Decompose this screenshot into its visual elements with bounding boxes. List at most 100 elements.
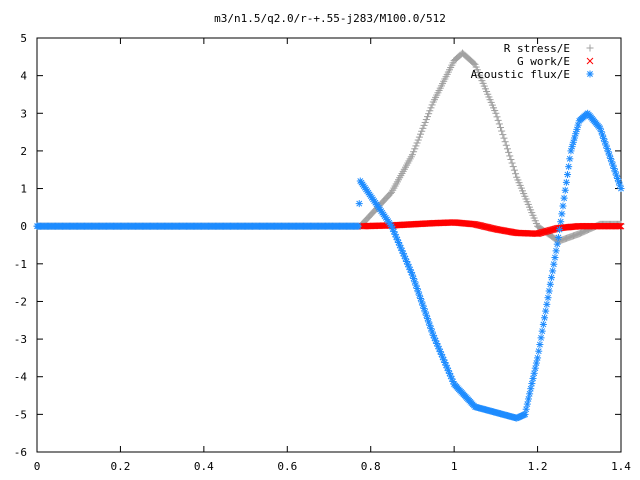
legend-label: G work/E xyxy=(517,55,570,68)
data-point xyxy=(428,101,436,109)
data-point xyxy=(543,300,551,308)
data-point xyxy=(510,166,518,174)
data-point xyxy=(355,200,363,208)
data-point xyxy=(413,139,421,147)
data-point xyxy=(617,222,625,230)
data-point xyxy=(616,222,624,230)
data-point xyxy=(426,107,434,115)
data-point xyxy=(502,141,510,149)
x-tick-label: 1.2 xyxy=(528,460,548,473)
data-point xyxy=(521,410,529,418)
data-point xyxy=(509,163,517,171)
data-point xyxy=(492,109,500,117)
data-point xyxy=(572,130,580,138)
data-point xyxy=(617,185,625,193)
data-point xyxy=(421,118,429,126)
data-point xyxy=(507,155,515,163)
data-point xyxy=(597,128,605,136)
data-point xyxy=(496,123,504,131)
data-point xyxy=(557,218,565,226)
data-point xyxy=(565,163,573,171)
x-tick-label: 1 xyxy=(451,460,458,473)
data-point xyxy=(562,178,570,186)
data-point xyxy=(616,181,624,189)
data-point xyxy=(568,143,576,151)
data-point xyxy=(546,280,554,288)
data-point xyxy=(423,113,431,121)
y-tick-label: -4 xyxy=(14,371,28,384)
data-point xyxy=(544,294,552,302)
data-point xyxy=(414,136,422,144)
y-tick-label: 3 xyxy=(20,107,27,120)
data-point xyxy=(527,385,535,393)
data-point xyxy=(420,305,428,313)
data-point xyxy=(425,110,433,118)
data-point xyxy=(500,134,508,142)
series-2 xyxy=(33,109,625,422)
data-point xyxy=(560,194,568,202)
data-point xyxy=(550,260,558,268)
legend-label: R stress/E xyxy=(504,42,570,55)
data-point xyxy=(534,354,542,362)
data-point xyxy=(418,127,426,135)
data-point xyxy=(608,158,616,166)
data-point xyxy=(437,350,445,358)
data-point xyxy=(561,186,569,194)
data-point xyxy=(522,405,530,413)
data-point xyxy=(420,121,428,129)
data-point xyxy=(610,164,618,172)
data-point xyxy=(559,202,567,210)
data-point xyxy=(530,369,538,377)
data-point xyxy=(427,325,435,333)
data-point xyxy=(532,359,540,367)
data-point xyxy=(499,131,507,139)
data-point xyxy=(506,152,514,160)
data-point xyxy=(536,341,544,349)
x-tick-label: 1.4 xyxy=(611,460,631,473)
x-tick-label: 0.4 xyxy=(194,460,214,473)
data-point xyxy=(566,155,574,163)
data-point xyxy=(538,327,546,335)
y-tick-label: -5 xyxy=(14,408,27,421)
data-point xyxy=(493,113,501,121)
data-point xyxy=(412,281,420,289)
data-point xyxy=(553,240,561,248)
data-point xyxy=(549,267,557,275)
legend-marker xyxy=(586,57,594,65)
data-point xyxy=(523,400,531,408)
axis-ticks: 0 0.2 0.4 0.6 0.8 1 1.2 1.4 -6 -5 -4 -3 -2 -1 0 1 2 3 4 5 xyxy=(14,32,632,473)
data-point xyxy=(537,334,545,342)
data-point xyxy=(571,134,579,142)
data-point xyxy=(501,138,509,146)
x-tick-label: 0 xyxy=(34,460,41,473)
data-point xyxy=(415,133,423,141)
data-point xyxy=(415,291,423,299)
data-point xyxy=(552,247,560,255)
y-tick-label: -6 xyxy=(14,446,27,459)
legend-label: Acoustic flux/E xyxy=(471,68,570,81)
data-point xyxy=(418,298,426,306)
y-tick-label: -1 xyxy=(14,258,27,271)
data-point xyxy=(427,104,435,112)
data-point xyxy=(447,372,455,380)
data-point xyxy=(539,320,547,328)
data-point xyxy=(470,59,478,67)
data-point xyxy=(542,307,550,315)
data-point xyxy=(508,159,516,167)
data-point xyxy=(524,395,532,403)
data-point xyxy=(410,148,418,156)
data-point xyxy=(412,142,420,150)
x-tick-label: 0.8 xyxy=(361,460,381,473)
legend-marker xyxy=(586,70,594,78)
y-tick-label: 4 xyxy=(20,70,27,83)
data-point xyxy=(558,210,566,218)
data-point xyxy=(512,170,520,178)
data-point xyxy=(495,120,503,128)
data-point xyxy=(574,121,582,129)
data-point xyxy=(503,145,511,153)
data-point xyxy=(526,390,534,398)
data-point xyxy=(494,116,502,124)
data-point xyxy=(392,233,400,241)
y-tick-label: 0 xyxy=(20,220,27,233)
